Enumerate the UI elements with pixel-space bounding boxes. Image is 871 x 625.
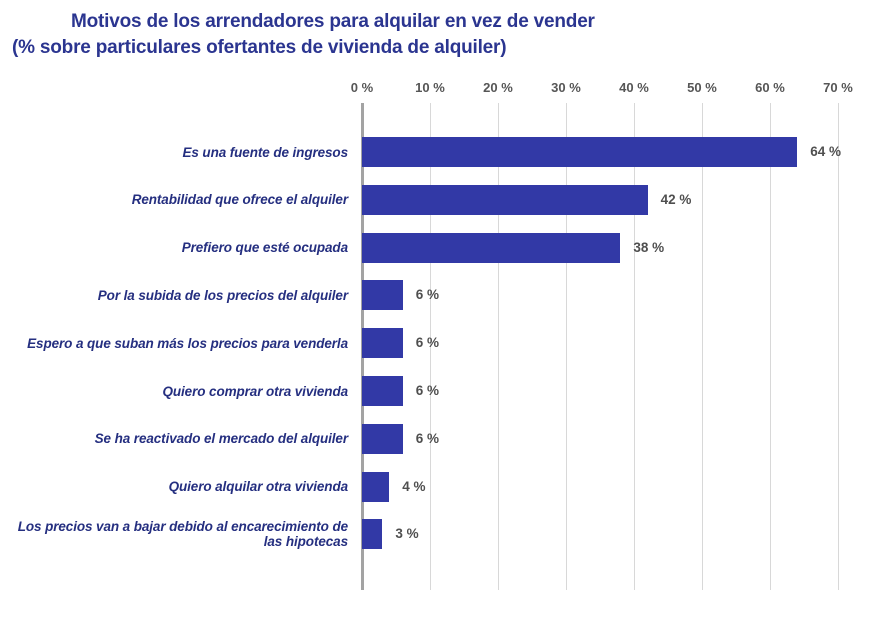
bar xyxy=(362,376,403,406)
x-tick-label: 70 % xyxy=(823,80,853,95)
x-tick-label: 30 % xyxy=(551,80,581,95)
chart-title-line2: (% sobre particulares ofertantes de vivi… xyxy=(12,37,507,58)
bar-row: Se ha reactivado el mercado del alquiler… xyxy=(0,423,871,454)
gridline xyxy=(701,103,703,590)
bar-row: Por la subida de los precios del alquile… xyxy=(0,280,871,311)
category-label: Quiero alquilar otra vivienda xyxy=(168,479,349,495)
category-label: Los precios van a bajar debido al encare… xyxy=(17,519,348,550)
bar-row: Rentabilidad que ofrece el alquiler 42 % xyxy=(0,184,871,215)
category-label: Prefiero que esté ocupada xyxy=(181,240,348,256)
category-label: Espero a que suban más los precios para … xyxy=(27,335,348,351)
bar-row: Es una fuente de ingresos 64 % xyxy=(0,137,871,167)
value-label: 6 % xyxy=(415,287,440,303)
bar xyxy=(362,471,390,502)
value-label: 38 % xyxy=(633,239,665,255)
x-tick-label: 40 % xyxy=(619,80,649,95)
value-label: 42 % xyxy=(660,191,692,207)
bar-row: Quiero alquilar otra vivienda 4 % xyxy=(0,471,871,502)
category-label: Rentabilidad que ofrece el alquiler xyxy=(131,192,348,208)
bar xyxy=(362,328,403,359)
value-label: 6 % xyxy=(415,430,440,446)
bar xyxy=(362,519,383,550)
gridline xyxy=(633,103,635,590)
category-label: Por la subida de los precios del alquile… xyxy=(97,287,348,303)
value-label: 6 % xyxy=(415,335,440,351)
gridline xyxy=(429,103,431,590)
x-tick-label: 0 % xyxy=(350,80,374,95)
bar xyxy=(362,232,621,263)
x-tick-label: 10 % xyxy=(415,80,445,95)
bar-row: Quiero comprar otra vivienda 6 % xyxy=(0,376,871,406)
bar xyxy=(362,137,798,167)
bar-row: Espero a que suban más los precios para … xyxy=(0,328,871,359)
gridline xyxy=(769,103,771,590)
category-label: Es una fuente de ingresos xyxy=(182,144,348,160)
gridline xyxy=(497,103,499,590)
x-tick-label: 50 % xyxy=(687,80,717,95)
value-label: 6 % xyxy=(415,383,440,398)
bar xyxy=(362,280,403,311)
chart-title-line1: Motivos de los arrendadores para alquila… xyxy=(71,11,595,32)
bar xyxy=(362,184,648,215)
gridline xyxy=(565,103,567,590)
category-label: Se ha reactivado el mercado del alquiler xyxy=(94,431,348,447)
value-label: 64 % xyxy=(810,144,841,159)
gridline xyxy=(837,103,839,590)
category-label: Quiero comprar otra vivienda xyxy=(162,383,348,399)
bar xyxy=(362,423,403,454)
x-tick-label: 60 % xyxy=(755,80,785,95)
bar-row: Prefiero que esté ocupada 38 % xyxy=(0,232,871,263)
bar-row: Los precios van a bajar debido al encare… xyxy=(0,519,871,550)
x-tick-label: 20 % xyxy=(483,80,513,95)
value-label: 3 % xyxy=(395,526,419,542)
value-label: 4 % xyxy=(402,478,426,494)
